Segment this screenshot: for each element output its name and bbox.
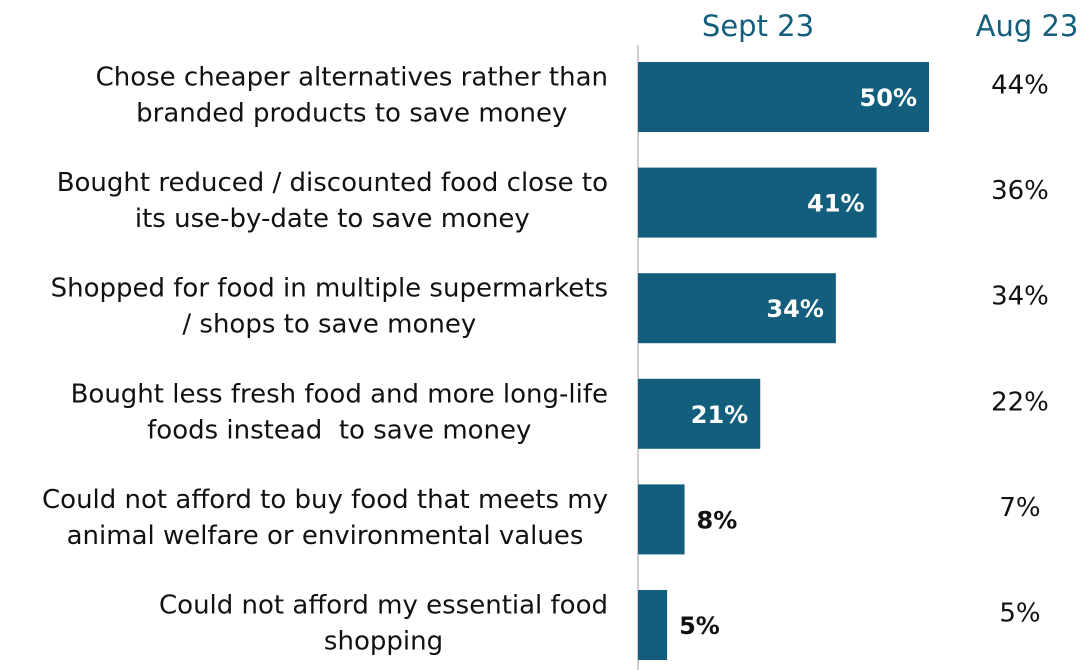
bar [638, 590, 668, 660]
aug-value: 44% [991, 71, 1049, 101]
legend-label: Aug 23 [976, 9, 1079, 43]
bar [638, 484, 685, 555]
aug-value: 36% [991, 176, 1049, 206]
category-label: Bought reduced / discounted food close t… [57, 168, 608, 198]
bar [638, 378, 761, 449]
category-label: Could not afford to buy food that meets … [42, 485, 608, 515]
value-label: 8% [697, 506, 738, 534]
category-label: Bought less fresh food and more long-lif… [71, 379, 608, 409]
aug-value: 34% [991, 282, 1049, 312]
category-label: shopping [324, 627, 443, 657]
aug-value: 22% [991, 387, 1049, 417]
bar [638, 273, 836, 344]
value-label: 50% [860, 84, 917, 112]
value-label: 21% [691, 401, 748, 429]
legend-label: Sept 23 [702, 9, 814, 43]
aug-value: 7% [999, 493, 1040, 523]
bar [638, 167, 877, 238]
category-label: / shops to save money [182, 310, 476, 340]
category-label: animal welfare or environmental values [67, 521, 584, 551]
value-label: 5% [679, 612, 720, 640]
aug-value: 5% [999, 599, 1040, 629]
value-label: 34% [766, 295, 823, 323]
value-label: 41% [807, 190, 864, 218]
category-label: foods instead to save money [147, 415, 531, 445]
category-label: its use-by-date to save money [135, 204, 530, 234]
category-label: Could not afford my essential food [159, 591, 608, 621]
category-label: Shopped for food in multiple supermarket… [51, 274, 608, 304]
bar [638, 62, 929, 132]
category-label: branded products to save money [136, 99, 567, 129]
category-label: Chose cheaper alternatives rather than [96, 63, 608, 93]
